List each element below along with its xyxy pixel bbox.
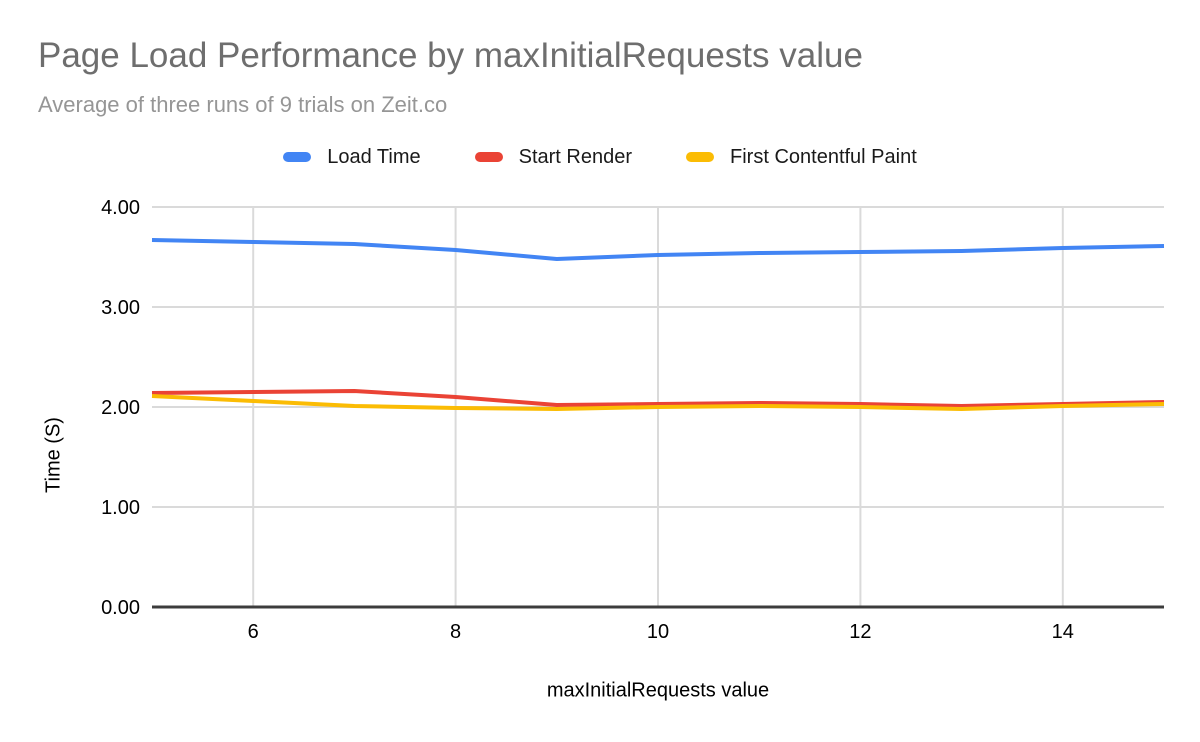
legend-item: First Contentful Paint: [686, 146, 917, 169]
legend-label: Start Render: [518, 145, 633, 168]
x-tick-label: 14: [1052, 621, 1074, 643]
x-tick-label: 10: [647, 621, 669, 643]
legend-swatch-icon: [474, 152, 503, 162]
y-tick-label: 1.00: [101, 497, 140, 519]
chart-title: Page Load Performance by maxInitialReque…: [38, 36, 863, 75]
y-tick-label: 3.00: [101, 297, 140, 319]
legend-label: Load Time: [327, 145, 421, 168]
x-tick-label: 6: [248, 621, 259, 643]
y-axis-title: Time (S): [42, 417, 65, 493]
legend: Load Time Start Render First Contentful Pa…: [0, 143, 1200, 171]
y-tick-label: 2.00: [101, 397, 140, 419]
series-line: [151, 238, 1165, 261]
legend-item: Start Render: [474, 145, 633, 169]
y-tick-label: 4.00: [101, 197, 140, 219]
series-line: [151, 389, 1165, 408]
legend-swatch-icon: [283, 152, 312, 162]
y-tick-label: 0.00: [101, 597, 140, 619]
x-tick-label: 8: [450, 621, 461, 643]
legend-swatch-icon: [686, 152, 715, 162]
chart-subtitle: Average of three runs of 9 trials on Zei…: [38, 92, 448, 117]
legend-label: First Contentful Paint: [730, 145, 917, 168]
x-axis-title: maxInitialRequests value: [546, 679, 770, 702]
series-line: [151, 394, 1165, 411]
legend-item: Load Time: [283, 145, 421, 169]
x-tick-label: 12: [849, 621, 871, 643]
